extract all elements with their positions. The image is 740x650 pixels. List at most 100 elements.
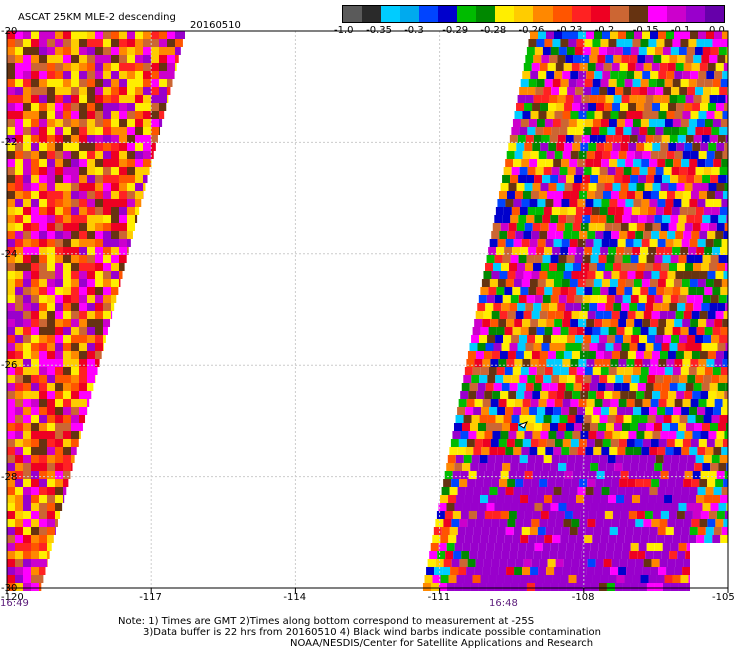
swath-cell (621, 95, 630, 103)
swath-cell (476, 391, 485, 399)
swath-cell (39, 543, 47, 551)
swath-cell (55, 503, 63, 511)
swath-cell (660, 391, 669, 399)
swath-cell (483, 311, 492, 319)
swath-cell (23, 239, 31, 247)
swath-cell (609, 279, 618, 287)
swath-cell (587, 479, 596, 487)
swath-cell (574, 47, 583, 55)
swath-cell (501, 343, 510, 351)
swath-cell (63, 247, 71, 255)
swath-cell (469, 423, 478, 431)
swath-cell (159, 103, 167, 111)
swath-cell (23, 431, 31, 439)
swath-cell (39, 223, 47, 231)
swath-cell (111, 159, 119, 167)
swath-cell (39, 95, 47, 103)
swath-cell (669, 383, 678, 391)
swath-cell (645, 263, 654, 271)
swath-cell (443, 559, 452, 567)
swath-cell (488, 287, 497, 295)
swath-cell (487, 375, 496, 383)
swath-cell (526, 583, 535, 591)
swath-cell (119, 63, 127, 71)
swath-cell (696, 327, 705, 335)
swath-cell (641, 407, 650, 415)
swath-cell (481, 407, 490, 415)
swath-cell (717, 343, 726, 351)
swath-cell (175, 31, 183, 39)
swath-cell (497, 239, 506, 247)
swath-cell (15, 63, 23, 71)
swath-cell (670, 255, 679, 263)
swath-cell (55, 223, 63, 231)
swath-cell (506, 319, 515, 327)
swath-cell (572, 511, 581, 519)
swath-cell (697, 159, 706, 167)
swath-cell (528, 327, 537, 335)
swath-cell (523, 63, 532, 71)
swath-cell (503, 375, 512, 383)
swath-cell (668, 471, 677, 479)
swath-cell (79, 151, 87, 159)
swath-cell (537, 279, 546, 287)
swath-cell (87, 367, 95, 375)
swath-cell (713, 199, 722, 207)
swath-cell (711, 455, 720, 463)
swath-cell (159, 127, 161, 135)
swath-cell (691, 519, 700, 527)
swath-cell (691, 351, 700, 359)
swath-cell (551, 335, 560, 343)
swath-cell (593, 407, 602, 415)
swath-cell (7, 279, 15, 287)
swath-cell (522, 151, 531, 159)
swath-cell (95, 79, 103, 87)
swath-cell (547, 351, 556, 359)
swath-cell (583, 87, 592, 95)
swath-cell (39, 167, 47, 175)
swath-cell (610, 439, 619, 447)
swath-cell (55, 479, 63, 487)
swath-cell (543, 415, 552, 423)
swath-cell (615, 207, 624, 215)
swath-cell (490, 359, 499, 367)
swath-cell (498, 319, 507, 327)
swath-cell (706, 111, 715, 119)
swath-cell (561, 159, 570, 167)
swath-cell (584, 367, 593, 375)
swath-cell (23, 295, 31, 303)
swath-cell (512, 287, 521, 295)
swath-cell (79, 343, 87, 351)
swath-cell (580, 431, 589, 439)
swath-cell (680, 367, 689, 375)
swath-cell (524, 471, 533, 479)
swath-cell (477, 423, 486, 431)
swath-cell (551, 455, 560, 463)
swath-cell (534, 463, 543, 471)
swath-cell (578, 319, 587, 327)
swath-cell (599, 415, 608, 423)
swath-cell (71, 55, 79, 63)
swath-cell (696, 119, 705, 127)
swath-cell (605, 135, 614, 143)
swath-cell (95, 279, 103, 287)
swath-cell (95, 199, 103, 207)
swath-cell (630, 255, 639, 263)
swath-cell (514, 111, 523, 119)
swath-cell (528, 79, 537, 87)
swath-cell (548, 223, 557, 231)
swath-cell (55, 455, 63, 463)
swath-cell (547, 479, 556, 487)
swath-cell (55, 151, 63, 159)
swath-cell (111, 71, 119, 79)
swath-cell (569, 447, 578, 455)
swath-cell (47, 471, 55, 479)
swath-cell (526, 47, 535, 55)
swath-cell (71, 383, 79, 391)
swath-cell (15, 303, 23, 311)
swath-cell (688, 495, 697, 503)
swath-cell (676, 511, 685, 519)
swath-cell (678, 47, 687, 55)
swath-cell (678, 215, 687, 223)
swath-cell (55, 103, 63, 111)
